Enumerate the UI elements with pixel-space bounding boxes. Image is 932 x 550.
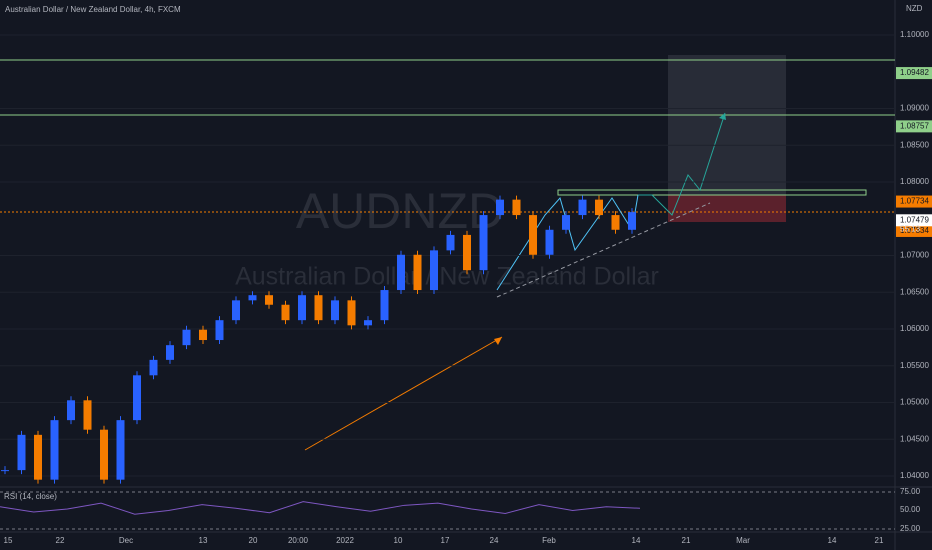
time-tick: 14 [828, 536, 837, 545]
candle [430, 250, 438, 291]
candle [314, 295, 323, 321]
candle [50, 420, 59, 480]
candle [215, 320, 224, 341]
time-tick: 22 [56, 536, 65, 545]
candle [463, 234, 471, 271]
time-tick: 2022 [336, 536, 354, 545]
candle [331, 300, 339, 321]
time-tick: 10 [394, 536, 403, 545]
candle [595, 199, 603, 216]
time-tick: 17 [441, 536, 450, 545]
time-tick: 15 [4, 536, 13, 545]
candle [199, 329, 207, 341]
candle [1, 470, 9, 472]
candle [479, 215, 488, 271]
countdown: 55:13 [900, 224, 921, 233]
candle [34, 434, 42, 480]
price-tag: 1.07479 [900, 215, 929, 224]
rsi-tick: 75.00 [900, 487, 921, 496]
time-tick: 21 [682, 536, 691, 545]
currency: NZD [906, 4, 923, 13]
rsi-tick: 50.00 [900, 505, 921, 514]
candle [380, 290, 389, 321]
candle [149, 359, 158, 376]
candle [100, 429, 108, 480]
price-tag: 1.09482 [900, 68, 929, 77]
price-tag-bg [896, 214, 932, 227]
candle [166, 345, 174, 360]
trend-arrow [304, 336, 503, 451]
time-tick: 20:00 [288, 536, 309, 545]
candle [578, 199, 587, 216]
price-tag: 1.08757 [900, 121, 929, 130]
candle [413, 254, 422, 291]
candle [545, 229, 554, 255]
trendline [496, 202, 711, 298]
price-tag: 1.07734 [900, 197, 929, 206]
time-tick: Feb [542, 536, 556, 545]
watermark-symbol: AUDNZD [296, 183, 504, 239]
candle [364, 320, 372, 326]
rsi-tick: 25.00 [900, 524, 921, 533]
projection [638, 112, 726, 216]
rsi-line [0, 501, 641, 515]
time-tick: Dec [119, 536, 133, 545]
candle [496, 199, 504, 216]
candle [232, 300, 240, 321]
price-tick: 1.10000 [900, 30, 929, 39]
price-tick: 1.05500 [900, 361, 929, 370]
candle [529, 215, 537, 255]
candle [17, 434, 26, 471]
price-tick: 1.06500 [900, 287, 929, 296]
stop-zone [668, 195, 786, 222]
price-tag-bg [896, 120, 932, 133]
candle [347, 300, 356, 326]
time-tick: 21 [875, 536, 884, 545]
time-tick: 20 [249, 536, 258, 545]
trend-arrowhead [494, 337, 502, 345]
time-tick: 24 [490, 536, 499, 545]
price-tick: 1.04000 [900, 471, 929, 480]
price-tick: 1.04500 [900, 434, 929, 443]
candle [628, 212, 636, 230]
price-tag-bg [896, 224, 932, 237]
candle [611, 215, 620, 230]
candle [248, 295, 257, 301]
candle [182, 329, 191, 346]
price-tick: 1.09000 [900, 104, 929, 113]
candle [446, 234, 455, 251]
candle [281, 304, 290, 321]
price-tick: 1.06000 [900, 324, 929, 333]
watermark-name: Australian Dollar / New Zealand Dollar [235, 263, 659, 291]
chart-title: Australian Dollar / New Zealand Dollar, … [5, 5, 181, 14]
candle [298, 295, 306, 321]
candle [67, 400, 75, 421]
target-zone [668, 55, 786, 195]
price-tick: 1.05000 [900, 398, 929, 407]
candle [562, 215, 570, 230]
price-tag: 1.07334 [900, 226, 929, 235]
rsi-label: RSI (14, close) [4, 492, 57, 501]
price-tick: 1.08500 [900, 140, 929, 149]
time-tick: Mar [736, 536, 750, 545]
resistance-box [557, 189, 867, 196]
projection-arrow [719, 113, 726, 120]
time-tick: 13 [199, 536, 208, 545]
price-tag-bg [896, 195, 932, 208]
candle [133, 375, 141, 421]
price-tick: 1.08000 [900, 177, 929, 186]
candle [83, 400, 92, 430]
candle [512, 199, 521, 216]
price-tick: 1.07000 [900, 251, 929, 260]
time-tick: 14 [632, 536, 641, 545]
candle [265, 295, 273, 305]
price-tag-bg [896, 67, 932, 80]
candle [397, 254, 405, 291]
candle [116, 420, 125, 480]
